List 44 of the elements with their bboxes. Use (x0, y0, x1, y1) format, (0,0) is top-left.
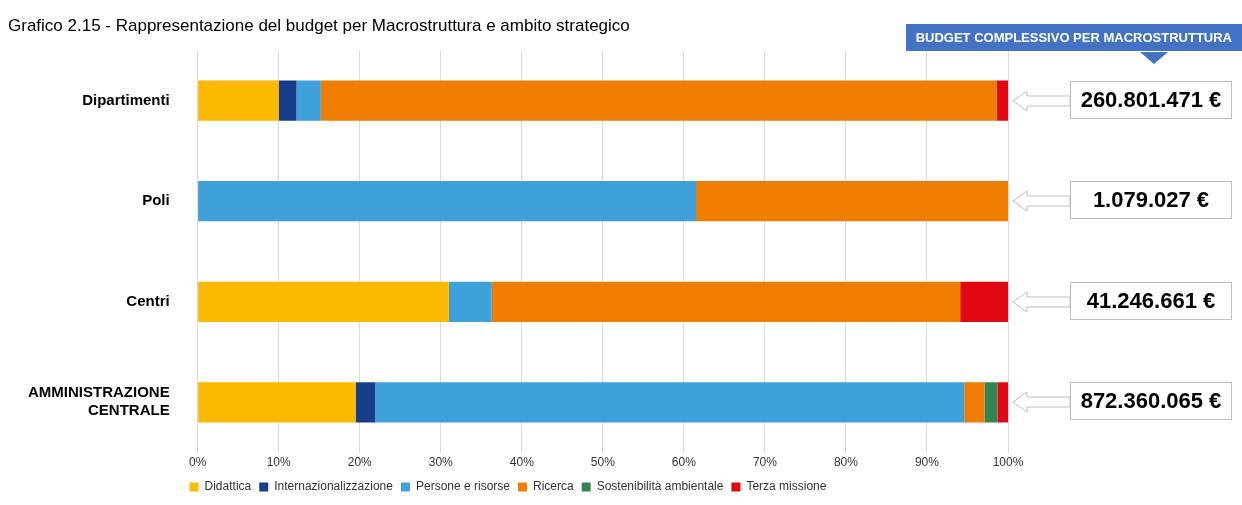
legend-label: Didattica (204, 479, 252, 494)
x-tick-label: 30% (428, 455, 454, 470)
text: 41.246.661 € (1086, 287, 1216, 314)
bar (198, 281, 449, 322)
x-tick-label: 60% (671, 455, 697, 470)
legend-label: Ricerca (533, 479, 575, 494)
bar (375, 382, 965, 423)
chart-title: Grafico 2.15 - Rappresentazione del budget per Macrostruttura e ambito strategico (8, 15, 630, 35)
legend-label: Persone e risorse (415, 479, 511, 494)
text: 1.079.027 € (1092, 187, 1210, 214)
bar (960, 281, 1008, 322)
legend-label: Internazionalizzazione (274, 479, 394, 494)
x-tick-label: 70% (752, 455, 778, 470)
y-tick-label: Centri (126, 291, 170, 309)
bar (198, 382, 356, 423)
bar (296, 80, 321, 121)
text: BUDGET COMPLESSIVO PER MACROSTRUTTURA (905, 24, 1242, 51)
x-tick-label: 90% (914, 455, 940, 470)
text: 260.801.471 € (1080, 86, 1222, 113)
bar (198, 80, 279, 121)
bar (964, 382, 985, 423)
x-tick-label: 10% (266, 455, 292, 470)
y-tick-label: Poli (142, 191, 170, 209)
bar (355, 382, 376, 423)
bar (448, 281, 492, 322)
x-tick-label: 80% (833, 455, 859, 470)
text: 872.360.065 € (1080, 388, 1222, 415)
bar (278, 80, 297, 121)
bar (198, 181, 697, 222)
legend-label: Terza missione (746, 479, 827, 494)
bar (997, 382, 1008, 423)
x-tick-label: 100% (992, 455, 1024, 470)
x-tick-label: 20% (347, 455, 373, 470)
x-tick-label: 50% (590, 455, 616, 470)
bar (320, 80, 997, 121)
x-tick-label: 0% (188, 455, 207, 470)
bar (984, 382, 998, 423)
x-tick-label: 40% (509, 455, 535, 470)
bar (491, 281, 961, 322)
bar (996, 80, 1008, 121)
y-tick-label: AMMINISTRAZIONE CENTRALE (27, 383, 170, 419)
bar (696, 181, 1008, 222)
legend-label: Sostenibilità ambientale (596, 479, 724, 494)
y-tick-label: Dipartimenti (82, 90, 170, 108)
